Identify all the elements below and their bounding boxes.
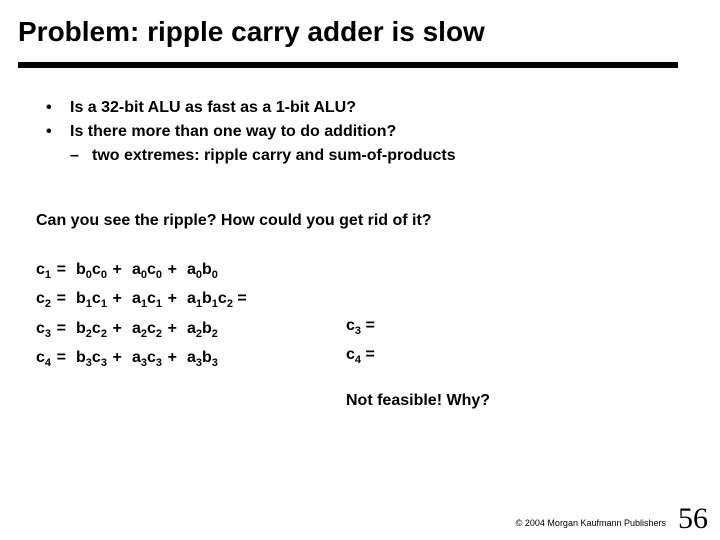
rhs-blank <box>346 284 375 312</box>
rhs-line: c3 = <box>346 312 375 341</box>
bullet-text: Is there more than one way to do additio… <box>70 120 396 144</box>
bullet-sub-item: – two extremes: ripple carry and sum-of-… <box>46 144 456 168</box>
not-feasible-text: Not feasible! Why? <box>346 392 490 410</box>
bullet-sub-text: two extremes: ripple carry and sum-of-pr… <box>92 144 456 168</box>
bullet-item: • Is there more than one way to do addit… <box>46 120 456 144</box>
bullet-text: Is a 32-bit ALU as fast as a 1-bit ALU? <box>70 96 356 120</box>
equation-line: c1= b0c0+ a0c0+ a0b0 <box>36 256 247 285</box>
equation-rhs-block: c3 = c4 = <box>346 256 375 371</box>
bullet-dot-icon: • <box>46 120 70 144</box>
bullet-list: • Is a 32-bit ALU as fast as a 1-bit ALU… <box>46 96 456 168</box>
equation-block: c1= b0c0+ a0c0+ a0b0 c2= b1c1+ a1c1+ a1b… <box>36 256 247 374</box>
equation-line: c3= b2c2+ a2c2+ a2b2 <box>36 315 247 344</box>
title-rule <box>18 62 678 68</box>
dash-icon: – <box>70 144 92 168</box>
ripple-question: Can you see the ripple? How could you ge… <box>36 212 432 230</box>
copyright-text: © 2004 Morgan Kaufmann Publishers <box>516 518 666 528</box>
slide-title: Problem: ripple carry adder is slow <box>18 16 485 48</box>
bullet-item: • Is a 32-bit ALU as fast as a 1-bit ALU… <box>46 96 456 120</box>
rhs-line: c4 = <box>346 341 375 370</box>
equation-line: c4= b3c3+ a3c3+ a3b3 <box>36 344 247 373</box>
bullet-dot-icon: • <box>46 96 70 120</box>
slide: Problem: ripple carry adder is slow • Is… <box>0 0 720 540</box>
equation-line: c2= b1c1+ a1c1+ a1b1c2 = <box>36 285 247 314</box>
page-number: 56 <box>678 502 708 536</box>
rhs-blank <box>346 256 375 284</box>
